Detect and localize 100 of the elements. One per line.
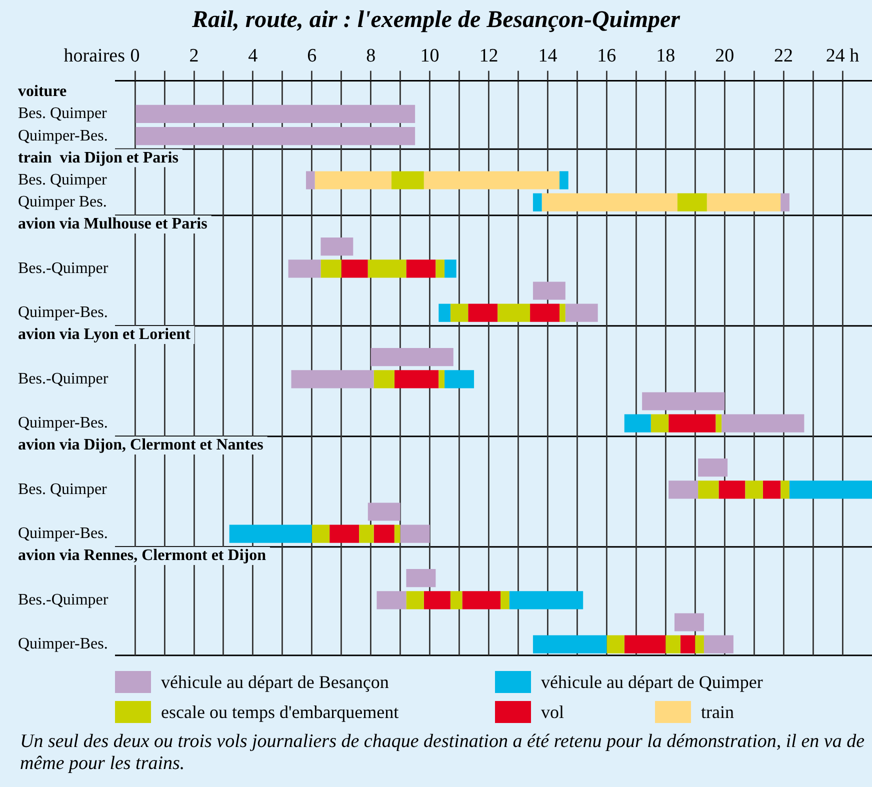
bar [532,635,607,654]
y-tick-label: Bes. Quimper [18,171,108,188]
bar [716,414,722,432]
bar [424,591,450,610]
legend-label: escale ou temps d'embarquement [161,702,399,722]
bar [438,304,450,322]
y-tick-label: Quimper-Bes. [18,636,108,653]
x-tick-label: 24 h [826,45,860,66]
bar [530,304,560,322]
bar [532,193,542,212]
x-tick-label: 22 [774,45,794,66]
bar [650,414,669,432]
bar [450,304,468,322]
bar [674,613,704,632]
bar [668,480,698,499]
x-tick-label: 18 [656,45,676,66]
x-tick-label: 6 [307,45,317,66]
legend-label: véhicule au départ de Besançon [161,672,389,692]
bar [368,260,406,278]
bar [291,370,374,388]
bar [436,260,445,278]
legend-label: vol [541,702,564,722]
chart-title: Rail, route, air : l'exemple de Besançon-Quimper [191,6,681,35]
y-tick-label: train via Dijon et Paris [18,149,178,166]
bar [698,458,728,477]
bar [780,480,790,499]
legend-label: véhicule au départ de Quimper [541,672,763,692]
bar [306,171,315,190]
bar [624,414,651,432]
bar [780,193,790,212]
bar [450,591,462,610]
bar [136,126,416,146]
y-tick-label: Bes. Quimper [18,105,108,122]
x-tick-label: 0 [130,45,140,66]
bar [320,260,342,278]
x-tick-label: 20 [715,45,734,66]
bar [424,171,560,190]
bar [374,370,394,388]
bar [406,260,436,278]
y-tick-label: Bes.-Quimper [18,260,109,277]
bar [762,480,781,499]
bar [314,171,392,190]
bar [624,635,666,654]
bar [698,480,719,499]
bar [500,591,510,610]
bar [532,282,566,300]
bar [560,171,568,190]
bar [394,524,400,543]
bar [509,591,584,610]
bar [320,237,354,256]
bar [406,591,424,610]
y-tick-label: avion via Dijon, Clermont et Nantes [18,436,264,454]
bar [462,591,501,610]
bar [666,635,680,654]
bar [704,635,734,654]
y-tick-label: Quimper Bes. [18,194,107,211]
bar [136,104,416,124]
y-tick-label: Quimper-Bes. [18,127,108,144]
bar [359,524,374,543]
bar [376,591,406,610]
bar [695,635,704,654]
bar [468,304,498,322]
bar [668,414,716,432]
x-tick-label: 4 [248,45,258,66]
bar [312,524,330,543]
bar [606,635,624,654]
y-tick-label: avion via Lyon et Lorient [18,326,192,344]
bar [542,193,678,212]
bar [288,260,321,278]
x-tick-label: 2 [189,45,199,66]
bar [680,635,696,654]
x-tick-label: 16 [597,45,616,66]
bar [706,193,781,212]
bar [444,370,474,388]
bar [229,524,312,543]
bar [374,524,394,543]
y-tick-label: Quimper-Bes. [18,414,108,432]
bar [642,392,725,410]
x-axis-title: horaires [64,45,125,66]
y-tick-label: avion via Rennes, Clermont et Dijon [18,547,266,564]
bar [391,171,424,190]
y-tick-label: Bes.-Quimper [18,370,109,388]
x-tick-label: 14 [538,45,558,66]
legend-label: train [701,702,734,722]
text: Un seul des deux ou trois vols journaliers de chaque destination a été retenu pour la démonstration, il en va de même pour les trains. [19,730,866,775]
bar [789,480,872,499]
bar [400,524,430,543]
bar [677,193,707,212]
bar [341,260,368,278]
x-tick-label: 8 [366,45,376,66]
bar [406,568,436,588]
bar [438,370,445,388]
y-tick-label: Bes.-Quimper [18,591,109,608]
bar [718,480,746,499]
bar [444,260,456,278]
y-tick-label: voiture [18,82,67,100]
x-tick-label: 10 [420,45,440,66]
bar [498,304,530,322]
x-tick-label: 12 [479,45,498,66]
bar [722,414,804,432]
